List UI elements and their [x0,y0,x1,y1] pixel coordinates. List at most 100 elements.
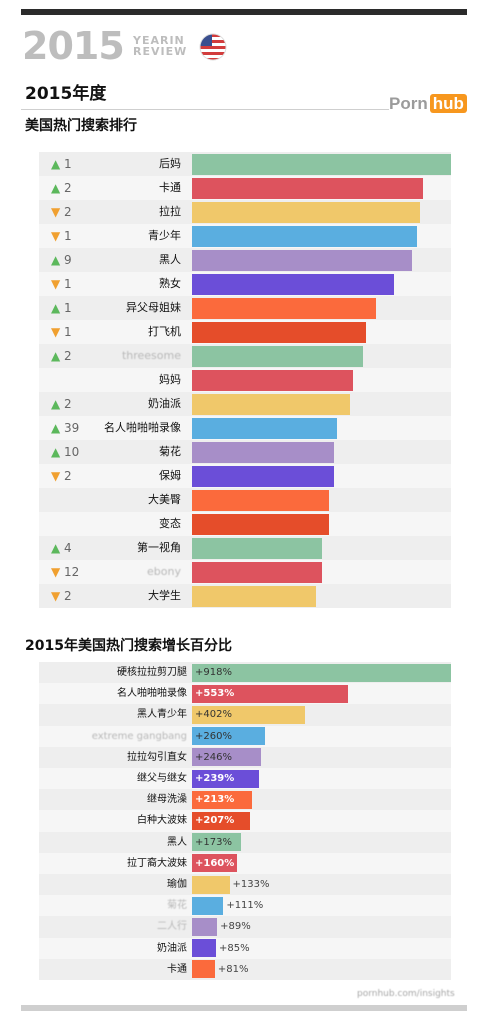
brand-year-in-review: YEARIN REVIEW [133,35,187,57]
bar [192,225,418,247]
rank-change-value: 10 [60,445,80,459]
bar [192,201,420,223]
ranking-row: ▲ 4 第一视角 [39,536,451,560]
page-title: 2015年度 [25,84,107,104]
brand-year: 2015 [22,24,125,68]
rank-change: ▲ 10 [51,440,79,464]
search-term-label: 青少年 [148,229,181,242]
search-term-label: 黑人青少年 [137,709,187,721]
growth-row: 二人行 +89% [39,916,451,938]
ranking-row: 变态 [39,512,451,536]
search-term-label: 保姆 [159,469,181,482]
arrow-down-icon: ▼ [51,565,61,579]
rank-change-value: 1 [60,325,72,339]
chart2-title: 2015年美国热门搜索增长百分比 [25,638,232,654]
rank-change: ▼ 1 [51,272,72,296]
search-term-label: 继母洗澡 [147,794,187,806]
rank-change-value: 2 [60,349,72,363]
search-term-label: 瑜伽 [167,879,187,890]
ranking-row: ▲ 2 threesome [39,344,451,368]
bar [192,854,238,873]
us-flag-icon [199,33,227,61]
search-term-label: 妈妈 [159,373,181,386]
growth-row: 继父与继女 +239% [39,768,451,790]
value-label: +111% [226,900,264,912]
ranking-row: ▲ 1 异父母姐妹 [39,296,451,320]
bar [192,561,322,583]
logo-text-part2: hub [429,94,467,113]
rank-change-value: 1 [60,157,72,171]
rank-change: ▲ 39 [51,416,79,440]
search-term-label: 熟女 [159,277,181,290]
bar [192,513,330,535]
pornhub-logo: Porn hub [389,93,467,115]
bar [192,153,451,175]
ranking-row: ▲ 39 名人啪啪啪录像 [39,416,451,440]
search-term-label: 大学生 [148,589,181,602]
rank-change-value: 12 [60,565,80,579]
search-term-label: extreme gangbang [91,730,187,742]
arrow-up-icon: ▲ [51,157,61,171]
growth-row: 硬核拉拉剪刀腿 +918% [39,662,451,684]
bar [192,441,335,463]
rank-change: ▼ 1 [51,224,72,248]
search-term-label: 拉丁裔大波妹 [127,857,187,869]
bar [192,960,215,979]
bar [192,345,363,367]
bar [192,769,260,788]
arrow-up-icon: ▲ [51,421,61,435]
value-label: +918% [195,667,232,678]
ranking-row: ▲ 2 卡通 [39,176,451,200]
value-label: +402% [195,709,232,721]
search-term-label: 黑人 [167,836,187,848]
bar [192,417,338,439]
value-label: +85% [218,942,250,954]
search-term-label: 异父母姐妹 [126,301,181,314]
value-label: +133% [232,879,270,890]
rank-change: ▼ 2 [51,464,72,488]
rank-change-value: 2 [60,181,72,195]
ranking-row: ▼ 1 打飞机 [39,320,451,344]
rank-change: ▼ 2 [51,584,72,608]
search-term-label: 后妈 [159,157,181,170]
arrow-down-icon: ▼ [51,277,61,291]
bar [192,321,366,343]
growth-row: 卡通 +81% [39,958,451,980]
bar [192,537,322,559]
value-label: +89% [220,921,251,933]
rank-change-value: 2 [60,205,72,219]
rank-change-value: 39 [60,421,80,435]
search-term-label: 菊花 [167,900,187,912]
search-term-label: 变态 [159,517,181,530]
brand-year-in-review-line1: YEARIN [133,34,185,47]
footer-source: pornhub.com/insights [357,989,455,999]
ranking-row: 大美臀 [39,488,451,512]
bar [192,489,330,511]
search-term-label: 继父与继女 [137,773,187,784]
ranking-row: ▼ 2 保姆 [39,464,451,488]
value-label: +260% [195,730,232,742]
rank-change: ▲ 4 [51,536,72,560]
rank-change-value: 2 [60,397,72,411]
rank-change-value: 2 [60,469,72,483]
bar [192,177,423,199]
bar [192,465,335,487]
bar [192,249,413,271]
value-label: +213% [195,794,235,806]
ranking-row: ▲ 10 菊花 [39,440,451,464]
bar [192,811,251,830]
arrow-down-icon: ▼ [51,589,61,603]
rank-change: ▼ 2 [51,200,72,224]
ranking-row: ▼ 2 拉拉 [39,200,451,224]
rank-change-value: 4 [60,541,72,555]
arrow-down-icon: ▼ [51,469,61,483]
arrow-up-icon: ▲ [51,541,61,555]
arrow-down-icon: ▼ [51,325,61,339]
growth-row: 拉丁裔大波妹 +160% [39,852,451,874]
arrow-up-icon: ▲ [51,445,61,459]
growth-row: 奶油派 +85% [39,937,451,959]
value-label: +239% [195,773,235,784]
rank-change: ▼ 12 [51,560,79,584]
growth-row: 白种大波妹 +207% [39,810,451,832]
value-label: +246% [195,751,232,763]
